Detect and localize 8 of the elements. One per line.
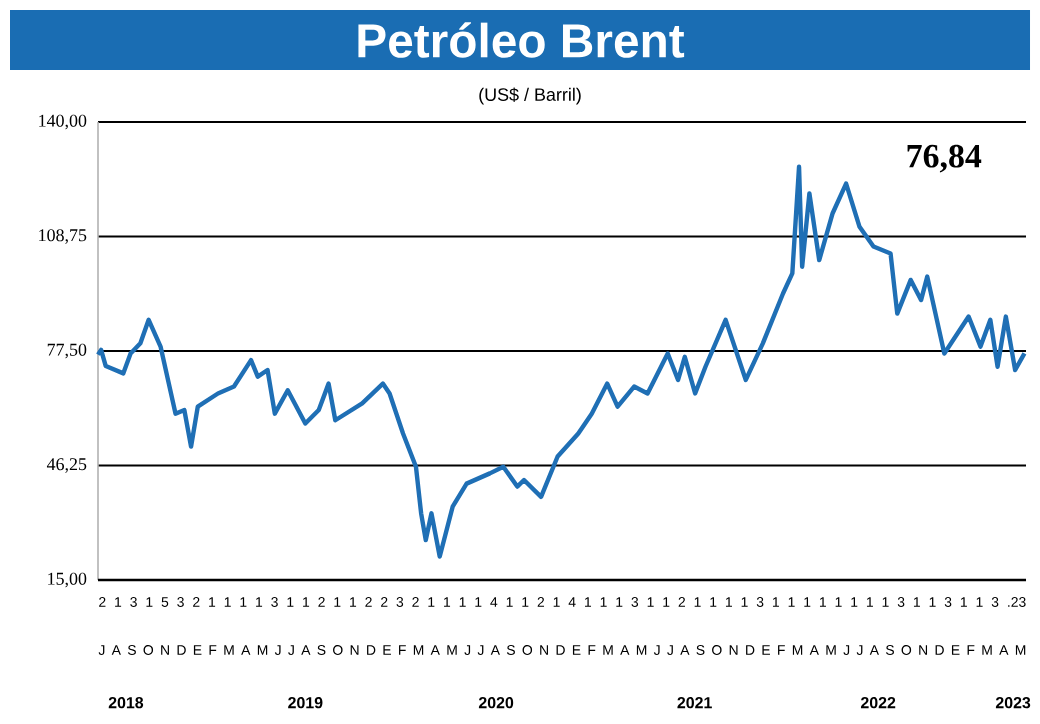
y-tick-label: 108,75 [39,229,87,244]
y-tick-label: 77,50 [47,343,87,359]
annotation: 76,84 [907,144,982,173]
y-tick-label: 15,00 [48,572,87,588]
y-tick-label: 140,00 [39,114,87,130]
chart-title: Petróleo Brent [358,22,685,58]
y-tick-label: 46,25 [46,458,87,473]
chart-subtitle: (US$ / Barril) [479,87,581,105]
